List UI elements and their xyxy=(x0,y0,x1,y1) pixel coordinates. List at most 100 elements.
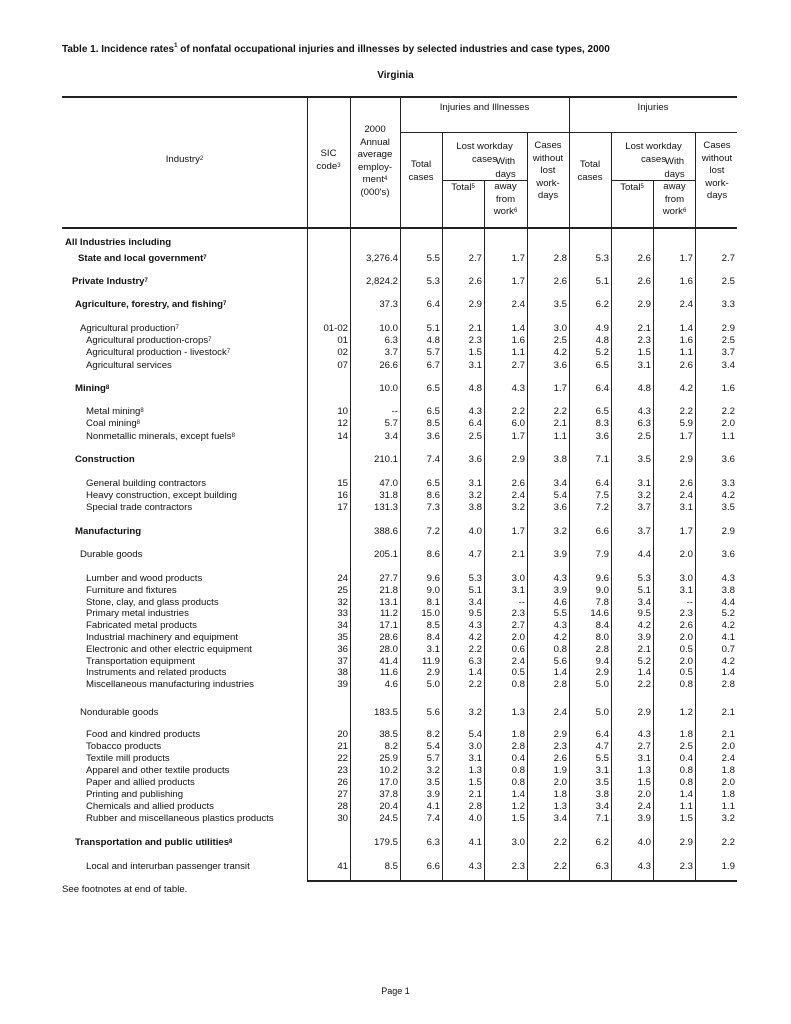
cell-value: 2.1 xyxy=(637,323,651,334)
cell-value: 4.4 xyxy=(721,597,735,608)
cell-value: 6.3 xyxy=(468,656,482,667)
cell-value: 3.1 xyxy=(468,478,482,489)
sic-code: 15 xyxy=(337,478,348,489)
sic-code: 21 xyxy=(337,741,348,752)
sic-code: 36 xyxy=(337,644,348,655)
cell-value: 2.3 xyxy=(679,861,693,872)
cell-value: 6.4 xyxy=(595,729,609,740)
row-label: Durable goods xyxy=(80,549,143,560)
cell-value: 3.4 xyxy=(637,597,651,608)
cell-value: 0.5 xyxy=(679,667,693,678)
cell-value: 2,824.2 xyxy=(365,276,398,287)
cell-value: 2.0 xyxy=(511,632,525,643)
cell-value: 1.8 xyxy=(679,729,693,740)
cell-value: 3.6 xyxy=(721,549,735,560)
col-rule xyxy=(400,97,402,881)
cell-value: 0.8 xyxy=(511,765,525,776)
table-row: Furniture and fixtures 25 21.8 9.0 5.1 3.1 3.9… xyxy=(0,585,791,597)
cell-value: 0.8 xyxy=(679,765,693,776)
cell-value: 2.6 xyxy=(679,478,693,489)
table-row: Agricultural production7 01-02 10.0 5.1 2.1 1… xyxy=(0,323,791,335)
cell-value: 6.3 xyxy=(595,861,609,872)
cell-value: 6.2 xyxy=(595,837,609,848)
cell-value: 1.7 xyxy=(679,431,693,442)
cell-value: 2.4 xyxy=(553,707,567,718)
cell-value: 2.6 xyxy=(679,620,693,631)
state-subtitle: Virginia xyxy=(377,70,414,81)
col-rule xyxy=(527,133,529,881)
cell-value: 5.6 xyxy=(553,656,567,667)
cell-value: 1.5 xyxy=(511,813,525,824)
sic-code: 32 xyxy=(337,597,348,608)
cell-value: 28.6 xyxy=(379,632,398,643)
cell-value: 8.4 xyxy=(426,632,440,643)
col-rule xyxy=(569,97,571,881)
table-row: Nondurable goods 183.5 5.6 3.2 1.3 2.4 5.0 2.9 1… xyxy=(0,707,791,719)
cell-value: 3.0 xyxy=(679,573,693,584)
cell-value: 2.7 xyxy=(511,360,525,371)
cell-value: 3.6 xyxy=(595,431,609,442)
cell-value: 5.6 xyxy=(426,707,440,718)
cell-value: -- xyxy=(391,406,398,417)
cell-value: 3.0 xyxy=(468,741,482,752)
cell-value: 3.9 xyxy=(637,813,651,824)
cell-value: 1.3 xyxy=(511,707,525,718)
cell-value: 5.7 xyxy=(384,418,398,429)
row-label: Tobacco products xyxy=(86,741,162,752)
row-label: Special trade contractors xyxy=(86,502,193,513)
cell-value: 6.5 xyxy=(426,406,440,417)
cell-value: 2.2 xyxy=(721,837,735,848)
cell-value: 1.1 xyxy=(679,347,693,358)
cell-value: 41.4 xyxy=(379,656,398,667)
row-label: Construction xyxy=(75,454,135,465)
row-label: Mining8 xyxy=(75,383,110,394)
cell-value: 7.3 xyxy=(426,502,440,513)
cell-value: 37.3 xyxy=(379,299,398,310)
cell-value: 2.0 xyxy=(679,656,693,667)
cell-value: 3.2 xyxy=(511,502,525,513)
sic-code: 38 xyxy=(337,667,348,678)
cell-value: 47.0 xyxy=(379,478,398,489)
cell-value: 1.6 xyxy=(679,335,693,346)
cell-value: 4.8 xyxy=(595,335,609,346)
cell-value: 3.2 xyxy=(553,526,567,537)
cell-value: 14.6 xyxy=(590,608,609,619)
cell-value: 2.0 xyxy=(679,549,693,560)
table-row: Fabricated metal products 34 17.1 8.5 4.3 2.7… xyxy=(0,620,791,632)
cell-value: 3.4 xyxy=(721,360,735,371)
cell-value: 9.6 xyxy=(595,573,609,584)
cell-value: 17.0 xyxy=(379,777,398,788)
cell-value: 5.5 xyxy=(595,753,609,764)
cell-value: 4.3 xyxy=(511,383,525,394)
cell-value: 4.1 xyxy=(426,801,440,812)
cell-value: 3.1 xyxy=(679,585,693,596)
sic-code: 01-02 xyxy=(323,323,348,334)
cell-value: 4.2 xyxy=(637,620,651,631)
cell-value: 4.2 xyxy=(679,383,693,394)
cell-value: 27.7 xyxy=(379,573,398,584)
cell-value: 0.8 xyxy=(553,644,567,655)
cell-value: 7.9 xyxy=(595,549,609,560)
table-row: Construction 210.1 7.4 3.6 2.9 3.8 7.1 3.5 2.9 3.… xyxy=(0,454,791,466)
table-row: Food and kindred products 20 38.5 8.2 5.4 1.8… xyxy=(0,729,791,741)
header-days-away: With days away from work6 xyxy=(662,156,687,217)
cell-value: 2.6 xyxy=(637,253,651,264)
row-label: Agricultural production-crops7 xyxy=(86,335,212,346)
cell-value: 4.3 xyxy=(468,406,482,417)
table-row: Agricultural production-crops7 01 6.3 4.8 2.… xyxy=(0,335,791,347)
cell-value: 1.5 xyxy=(637,777,651,788)
cell-value: 2.9 xyxy=(553,729,567,740)
sic-code: 23 xyxy=(337,765,348,776)
cell-value: 3.8 xyxy=(468,502,482,513)
cell-value: 1.1 xyxy=(511,347,525,358)
cell-value: 2.4 xyxy=(511,656,525,667)
cell-value: 5.3 xyxy=(595,253,609,264)
cell-value: 1.4 xyxy=(679,789,693,800)
cell-value: 2.5 xyxy=(721,276,735,287)
cell-value: 3.8 xyxy=(721,585,735,596)
cell-value: 25.9 xyxy=(379,753,398,764)
cell-value: 1.4 xyxy=(679,323,693,334)
cell-value: 2.8 xyxy=(553,679,567,690)
cell-value: 2.5 xyxy=(468,431,482,442)
row-label: Coal mining8 xyxy=(86,418,141,429)
